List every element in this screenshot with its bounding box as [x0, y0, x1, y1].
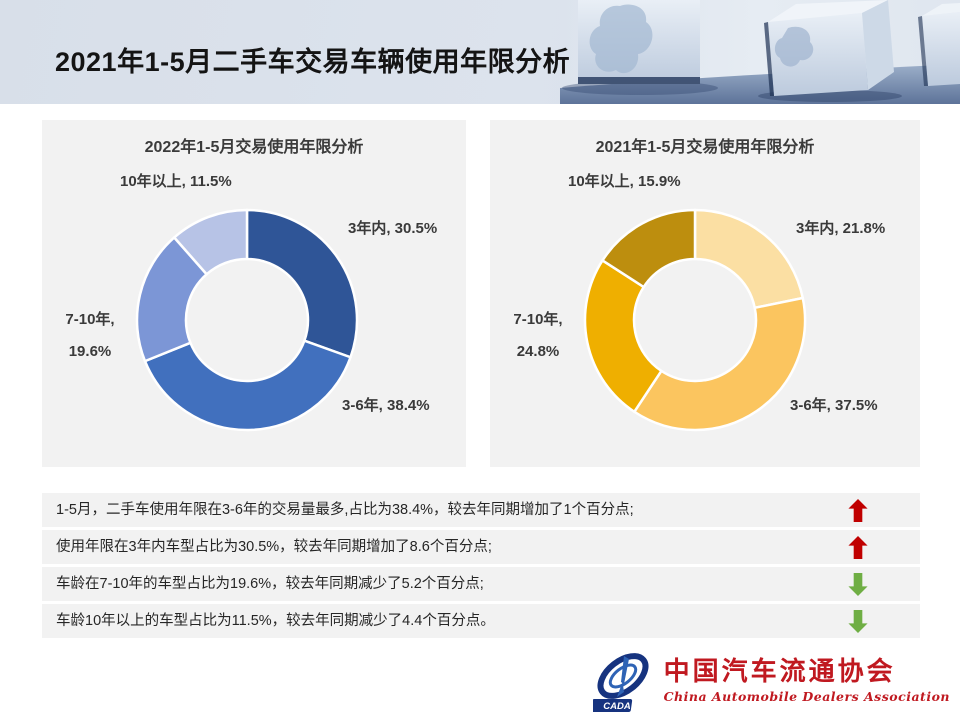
cada-logo-cn-name: 中国汽车流通协会	[663, 657, 896, 687]
table-row-text: 车龄10年以上的车型占比为11.5%，较去年同期减少了4.4个百分点。	[56, 613, 495, 629]
summary-table: 1-5月，二手车使用年限在3-6年的交易量最多,占比为38.4%，较去年同期增加…	[42, 493, 920, 641]
slide-title: 2021年1-5月二手车交易车辆使用年限分析	[55, 47, 571, 77]
donut-slice-10年以上	[601, 208, 697, 289]
chart-title-2021: 2021年1-5月交易使用年限分析	[595, 139, 815, 156]
table-row-text: 车龄在7-10年的车型占比为19.6%，较去年同期减少了5.2个百分点;	[56, 576, 484, 592]
chart-panel-2022: 2022年1-5月交易使用年限分析 10年以上, 11.5% 3年内, 30.5…	[42, 120, 466, 467]
down-arrow-icon	[848, 572, 868, 596]
donut-slice-3年内	[245, 208, 359, 359]
donut-slice-7-10年	[583, 259, 663, 413]
table-row: 1-5月，二手车使用年限在3-6年的交易量最多,占比为38.4%，较去年同期增加…	[42, 493, 920, 527]
table-row-text: 使用年限在3年内车型占比为30.5%，较去年同期增加了8.6个百分点;	[56, 539, 492, 555]
chart-label-7to10: 7-10年, 19.6%	[65, 311, 115, 360]
trend-arrow	[838, 609, 878, 633]
table-row: 车龄10年以上的车型占比为11.5%，较去年同期减少了4.4个百分点。	[42, 604, 920, 638]
down-arrow-icon	[848, 609, 868, 633]
table-row: 车龄在7-10年的车型占比为19.6%，较去年同期减少了5.2个百分点;	[42, 567, 920, 601]
cada-logo-en-name: China Automobile Dealers Association	[663, 688, 950, 704]
donut-chart-2022	[135, 208, 359, 432]
chart-label-3in: 3年内, 30.5%	[348, 220, 438, 237]
up-arrow-icon	[848, 535, 868, 559]
table-row-text: 1-5月，二手车使用年限在3-6年的交易量最多,占比为38.4%，较去年同期增加…	[56, 502, 634, 518]
donut-slice-3年内	[693, 208, 805, 310]
chart-panel-2021: 2021年1-5月交易使用年限分析 10年以上, 15.9% 3年内, 21.8…	[490, 120, 920, 467]
chart-label-10plus: 10年以上, 11.5%	[120, 173, 232, 190]
trend-arrow	[838, 498, 878, 522]
chart-label-7to10: 7-10年, 24.8%	[513, 311, 563, 360]
svg-text:CADA: CADA	[603, 701, 631, 712]
donut-slice-10年以上	[173, 208, 249, 276]
up-arrow-icon	[848, 498, 868, 522]
donut-chart-2021	[583, 208, 807, 432]
donut-slice-3-6年	[143, 339, 352, 432]
header-band: 2021年1-5月二手车交易车辆使用年限分析	[0, 0, 960, 104]
chart-label-3to6: 3-6年, 37.5%	[790, 397, 878, 414]
chart-label-10plus: 10年以上, 15.9%	[568, 173, 681, 190]
chart-label-3to6: 3-6年, 38.4%	[342, 397, 430, 414]
trend-arrow	[838, 572, 878, 596]
chart-title-2022: 2022年1-5月交易使用年限分析	[144, 139, 364, 156]
chart-label-3in: 3年内, 21.8%	[796, 220, 886, 237]
world-cubes-image	[560, 0, 960, 104]
trend-arrow	[838, 535, 878, 559]
donut-slice-3-6年	[633, 296, 807, 432]
cada-logo-mark-icon: CADA	[592, 653, 649, 712]
table-row: 使用年限在3年内车型占比为30.5%，较去年同期增加了8.6个百分点;	[42, 530, 920, 564]
cada-logo: CADA 中国汽车流通协会 China Automobile Dealers A…	[592, 652, 950, 716]
